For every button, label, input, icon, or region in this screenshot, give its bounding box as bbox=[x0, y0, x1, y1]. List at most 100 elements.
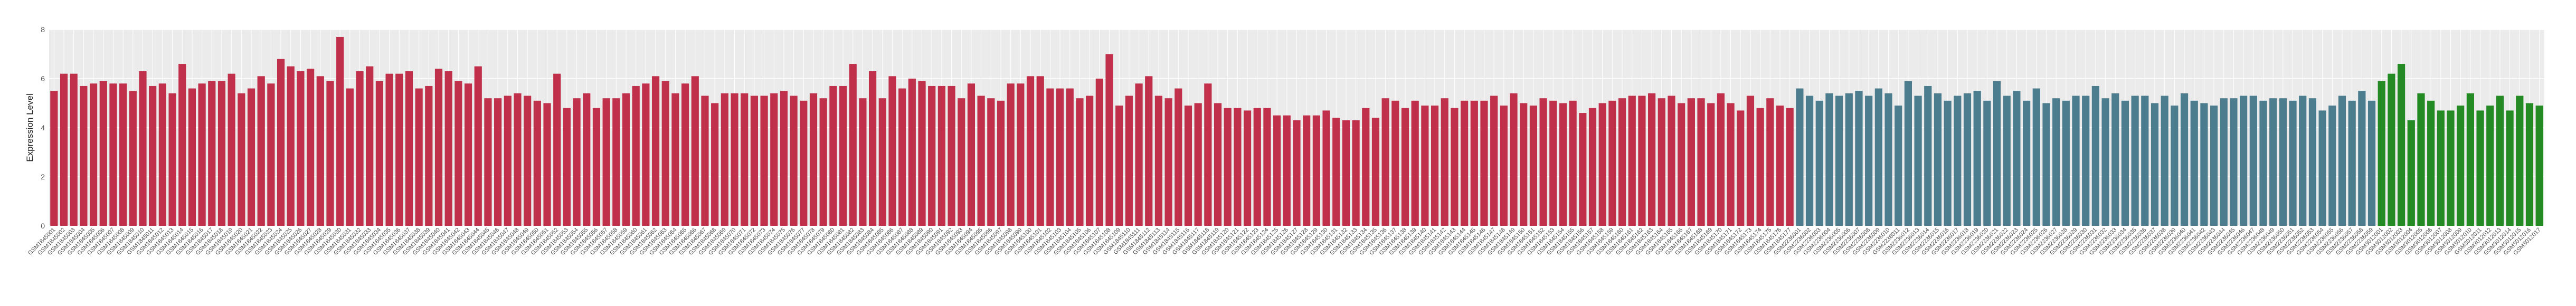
bar bbox=[247, 88, 255, 226]
bar bbox=[158, 83, 166, 226]
bar bbox=[1865, 95, 1873, 226]
bar bbox=[109, 83, 117, 226]
bar bbox=[1944, 100, 1952, 226]
bar bbox=[1263, 108, 1271, 226]
bar bbox=[1342, 120, 1350, 226]
y-tick-label: 6 bbox=[41, 74, 45, 83]
bar bbox=[967, 83, 976, 226]
bar bbox=[1618, 98, 1626, 226]
bar bbox=[1983, 100, 1991, 226]
bar bbox=[1431, 106, 1439, 226]
bar bbox=[1855, 91, 1863, 226]
bar bbox=[1451, 108, 1459, 226]
bar bbox=[1352, 120, 1360, 226]
bar bbox=[849, 64, 857, 226]
bar bbox=[2466, 93, 2474, 226]
y-tick-label: 4 bbox=[41, 123, 45, 132]
bar bbox=[228, 73, 235, 226]
bar bbox=[592, 108, 601, 226]
bar bbox=[829, 85, 837, 226]
bar bbox=[217, 81, 226, 226]
bar bbox=[385, 73, 393, 226]
bar bbox=[287, 66, 295, 226]
bar bbox=[1026, 76, 1035, 226]
bar bbox=[958, 98, 965, 226]
bar bbox=[651, 76, 660, 226]
bar bbox=[2318, 110, 2326, 226]
bar bbox=[395, 73, 403, 226]
bar bbox=[642, 83, 650, 226]
bar bbox=[1529, 106, 1538, 226]
bar bbox=[346, 88, 354, 226]
bar bbox=[2338, 95, 2346, 226]
bar bbox=[1579, 113, 1587, 226]
bar bbox=[1786, 108, 1794, 226]
bar bbox=[119, 83, 127, 226]
bar bbox=[1687, 98, 1695, 226]
bar bbox=[2042, 103, 2050, 226]
bar bbox=[2279, 98, 2287, 226]
bar bbox=[1115, 106, 1123, 226]
bar bbox=[2269, 98, 2277, 226]
bar bbox=[1312, 115, 1320, 226]
bar bbox=[1658, 98, 1665, 226]
bar bbox=[2121, 100, 2129, 226]
bar bbox=[731, 93, 738, 226]
bar bbox=[1441, 98, 1448, 226]
bar bbox=[948, 85, 955, 226]
bar bbox=[2328, 106, 2336, 226]
bar bbox=[1874, 88, 1882, 226]
bar bbox=[770, 93, 778, 226]
bar bbox=[60, 73, 68, 226]
bar bbox=[208, 81, 216, 226]
bar bbox=[2062, 100, 2070, 226]
bar bbox=[1717, 93, 1725, 226]
y-tick-label: 8 bbox=[41, 25, 45, 34]
bar bbox=[2220, 98, 2228, 226]
bar bbox=[366, 66, 374, 226]
bar bbox=[1608, 100, 1616, 226]
bar bbox=[2013, 91, 2021, 226]
bar bbox=[2230, 98, 2238, 226]
bar bbox=[750, 95, 758, 226]
bar bbox=[198, 83, 206, 226]
bar bbox=[2417, 93, 2425, 226]
y-tick-label: 0 bbox=[41, 222, 45, 230]
bar bbox=[1549, 100, 1557, 226]
bar bbox=[2535, 106, 2543, 226]
bar bbox=[2131, 95, 2139, 226]
bar bbox=[1707, 103, 1715, 226]
bar bbox=[2397, 64, 2405, 226]
bar bbox=[2111, 93, 2119, 226]
bar bbox=[2210, 106, 2218, 226]
bar bbox=[1895, 106, 1902, 226]
bar bbox=[1125, 95, 1133, 226]
bar bbox=[2003, 95, 2011, 226]
bar bbox=[1638, 95, 1646, 226]
bar bbox=[434, 69, 443, 226]
bar bbox=[2457, 106, 2465, 226]
bar bbox=[2082, 95, 2090, 226]
bar bbox=[178, 64, 186, 226]
bar bbox=[2151, 103, 2159, 226]
bar bbox=[622, 93, 630, 226]
bar bbox=[2516, 95, 2524, 226]
bar bbox=[2525, 103, 2534, 226]
bar bbox=[2249, 95, 2257, 226]
bar bbox=[1697, 98, 1705, 226]
bar bbox=[297, 71, 305, 226]
bar bbox=[2407, 120, 2415, 226]
bar bbox=[1046, 88, 1054, 226]
bar bbox=[671, 93, 679, 226]
bar bbox=[336, 36, 344, 226]
bar bbox=[1234, 108, 1242, 226]
bar bbox=[1224, 108, 1232, 226]
bar bbox=[2259, 100, 2267, 226]
bar bbox=[1510, 93, 1518, 226]
bar bbox=[1973, 91, 1981, 226]
bar bbox=[129, 91, 137, 226]
bar bbox=[839, 85, 847, 226]
bar bbox=[1293, 120, 1301, 226]
bar bbox=[1815, 100, 1823, 226]
bar bbox=[1371, 118, 1380, 226]
